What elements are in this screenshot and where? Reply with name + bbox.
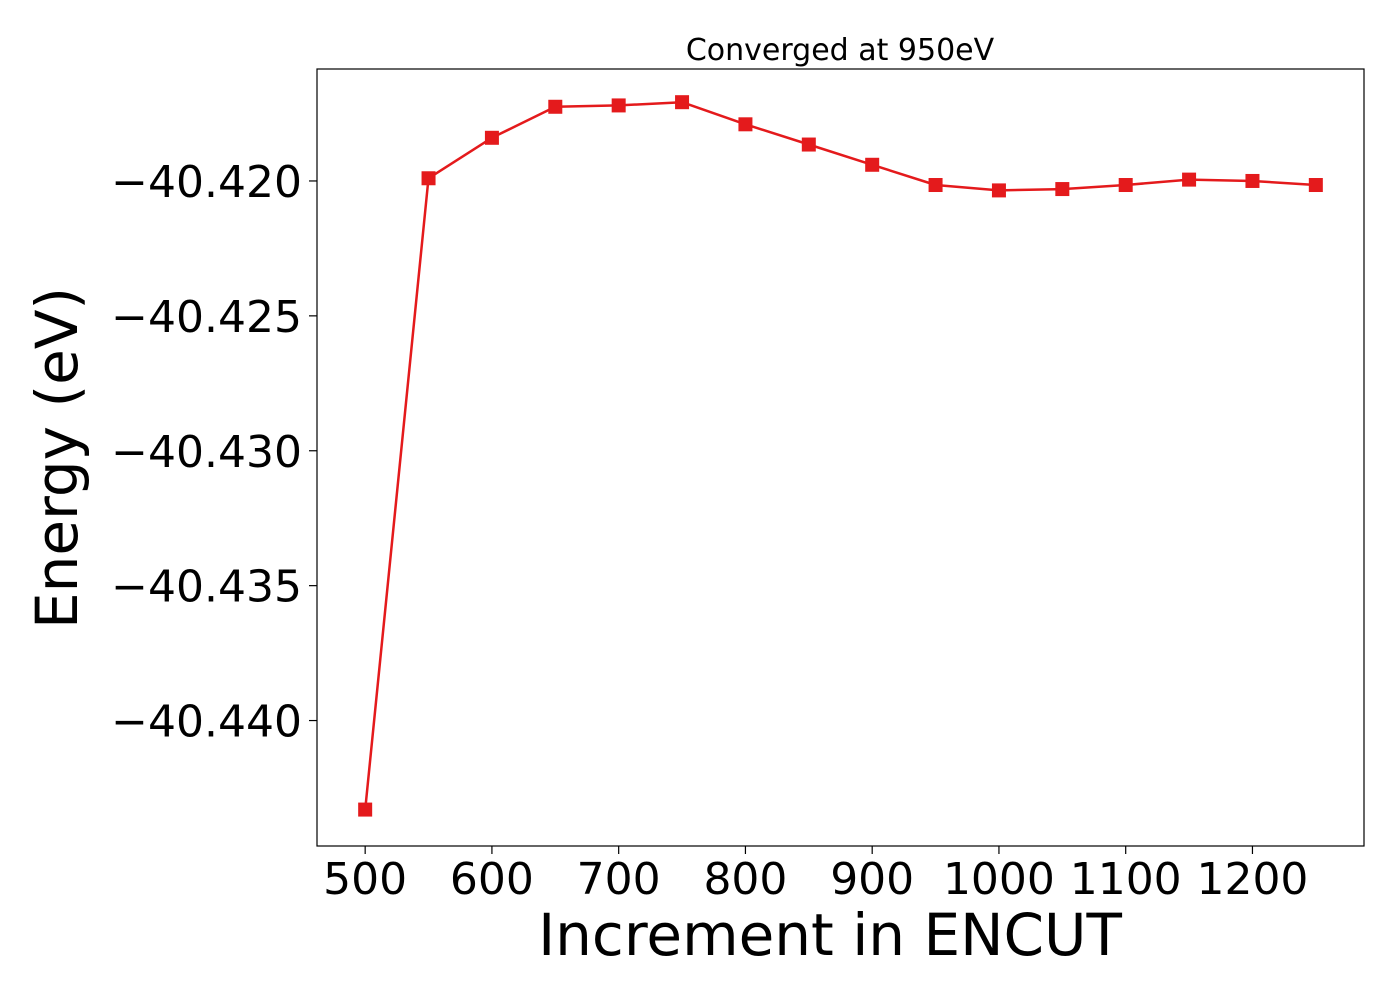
data-point-marker [1245,173,1260,188]
data-point-marker [928,178,943,193]
x-tick-label: 500 [323,854,407,905]
x-axis-label: Increment in ENCUT [538,901,1122,969]
data-point-marker [1182,172,1197,187]
plot-area [316,68,1365,847]
x-tick-label: 1000 [943,854,1055,905]
x-tick-label: 900 [830,854,914,905]
data-point-marker [865,157,880,172]
x-tick-label: 800 [703,854,787,905]
series-line [363,100,1316,810]
data-point-marker [675,95,690,110]
y-tick-label: −40.425 [111,292,302,343]
x-tick-label: 1200 [1196,854,1308,905]
y-tick-label: −40.420 [111,157,302,208]
data-point-marker [738,117,753,132]
y-tick-label: −40.440 [111,697,302,748]
x-tick-label: 600 [450,854,534,905]
y-axis-label: Energy (eV) [23,287,91,629]
y-tick-label: −40.430 [111,427,302,478]
data-point-marker [421,171,436,186]
data-point-marker [611,98,626,113]
data-point-marker [991,183,1006,198]
data-point-marker [484,130,499,145]
y-tick-label: −40.435 [111,562,302,613]
data-point-marker [548,99,563,114]
x-tick-label: 700 [577,854,661,905]
data-point-marker [358,802,373,817]
x-tick-label: 1100 [1070,854,1182,905]
data-point-marker [801,137,816,152]
data-point-marker [1308,178,1323,193]
chart-title: Converged at 950eV [686,33,995,68]
data-point-marker [1118,178,1133,193]
series-layer [358,95,1323,817]
y-axis: −40.440 −40.435 −40.430 −40.425 −40.420 [111,157,317,748]
x-axis: 500 600 700 800 900 1000 1100 1200 [323,846,1308,905]
data-point-marker [1055,182,1070,197]
